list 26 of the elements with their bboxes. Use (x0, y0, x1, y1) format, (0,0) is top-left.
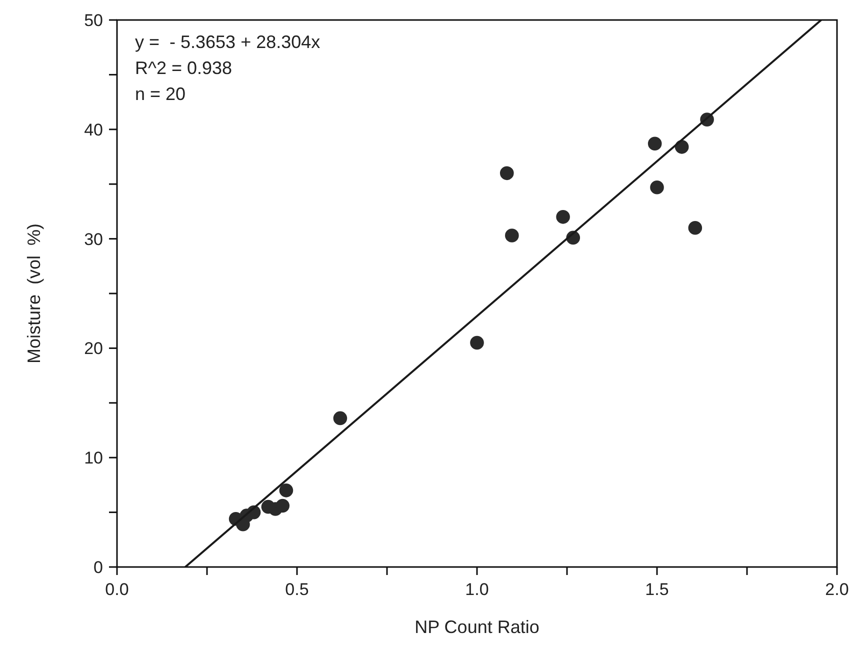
point (333, 411, 348, 426)
annotation: n = 20 (135, 84, 186, 104)
y-tick-label: 30 (84, 230, 103, 249)
x-tick-label: 1.5 (645, 580, 669, 599)
x-tick-label: 0.5 (285, 580, 309, 599)
x-tick-label: 2.0 (825, 580, 849, 599)
y-tick-label: 0 (94, 558, 103, 577)
y-tick-label: 10 (84, 448, 103, 468)
point (470, 336, 484, 350)
point (279, 484, 294, 498)
point (500, 166, 514, 180)
point (556, 210, 570, 224)
annotation: y = - 5.3653 + 28.304x (135, 32, 320, 52)
y-tick-label: 50 (84, 10, 103, 30)
annotation: R^2 = 0.938 (135, 58, 232, 78)
y-axis-title: Moisture (vol %) (24, 223, 44, 364)
point (688, 220, 702, 235)
point (276, 498, 290, 513)
x-tick-label: 0.0 (105, 580, 129, 599)
x-axis-title: NP Count Ratio (414, 617, 540, 637)
point (648, 136, 662, 151)
x-tick-label: 1.0 (465, 580, 489, 599)
point (650, 180, 664, 194)
point (505, 228, 519, 242)
y-tick-label: 20 (84, 339, 103, 358)
y-tick-label: 40 (84, 120, 103, 140)
